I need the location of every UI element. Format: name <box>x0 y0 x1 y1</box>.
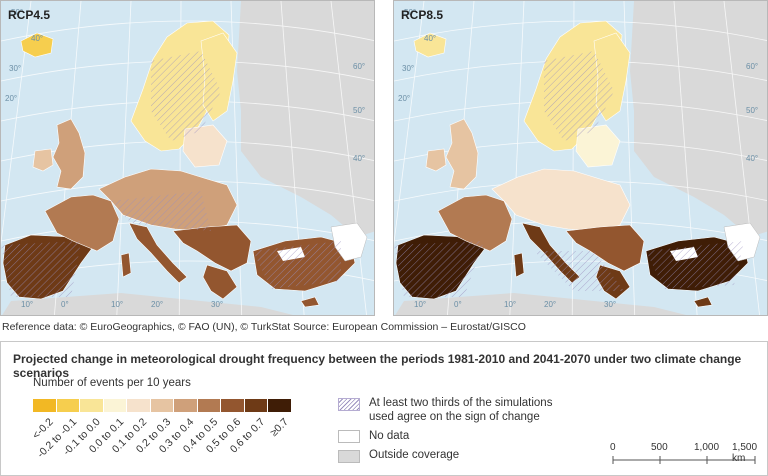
region-baltics <box>182 124 228 168</box>
graticule-label: 30° <box>402 64 414 73</box>
region-cyprus <box>693 296 713 308</box>
scale-tick-500: 500 <box>651 442 668 453</box>
agreement-hatch <box>646 241 744 289</box>
color-swatch <box>127 399 151 412</box>
region-france <box>44 194 120 252</box>
color-class-label: ≥0.7 <box>267 416 291 439</box>
region-france <box>437 194 513 252</box>
graticule-label: 50° <box>746 106 758 115</box>
graticule-label: 20° <box>5 94 17 103</box>
region-iceland <box>20 32 54 58</box>
agreement-hatch <box>394 241 484 297</box>
reference-text: Reference data: © EuroGeographics, © FAO… <box>2 321 526 333</box>
region-uk <box>445 118 479 190</box>
outside-coverage-swatch <box>338 450 360 463</box>
outside-coverage-east <box>630 1 767 237</box>
region-sardinia <box>513 252 525 278</box>
agreement-hatch <box>544 51 614 141</box>
graticule-label: 20° <box>151 300 163 309</box>
graticule-label: 20° <box>544 300 556 309</box>
europe-map: 50° 40° 30° 20° 10° 0° 10° 20° 30° 60° 50° 40° <box>394 1 767 315</box>
agreement-label-line2: used agree on the sign of change <box>369 411 540 423</box>
agreement-hatch <box>534 251 624 291</box>
graticule-label: 40° <box>353 154 365 163</box>
color-swatch <box>197 399 221 412</box>
no-data-label: No data <box>369 430 410 442</box>
graticule-label: 0° <box>61 300 69 309</box>
scenario-label: RCP4.5 <box>8 8 51 22</box>
region-iceland <box>413 32 447 58</box>
graticule-label: 20° <box>398 94 410 103</box>
graticule-label: 10° <box>504 300 516 309</box>
legend-title: Projected change in meteorological droug… <box>13 352 742 380</box>
outside-coverage-north <box>634 1 767 41</box>
region-uk <box>52 118 86 190</box>
outside-coverage-south <box>395 293 686 315</box>
outside-coverage-north <box>241 1 374 41</box>
region-greece <box>202 264 238 300</box>
graticule-label: 40° <box>424 34 436 43</box>
graticule-label: 60° <box>746 62 758 71</box>
map-panel-rcp45: 50° 40° 30° 20° 10° 0° 10° 20° 30° 60° 50° 40° RCP4… <box>0 0 375 316</box>
color-swatch <box>103 399 127 412</box>
outside-coverage-south <box>2 293 293 315</box>
europe-map: 50° 40° 30° 20° 10° 0° 10° 20° 30° 60° 50° 40° <box>1 1 374 315</box>
color-swatch <box>221 399 245 412</box>
region-balkans <box>172 224 252 272</box>
graticule-label: 30° <box>9 64 21 73</box>
graticule-label: 10° <box>111 300 123 309</box>
scale-tick-1500: 1,500 km <box>732 442 758 464</box>
graticule-label: 10° <box>21 300 33 309</box>
region-cyprus <box>300 296 320 308</box>
map-panel-rcp85: 50° 40° 30° 20° 10° 0° 10° 20° 30° 60° 50° 40° RCP8… <box>393 0 768 316</box>
color-swatch <box>80 399 104 412</box>
region-italy <box>128 222 188 284</box>
agreement-label-line1: At least two thirds of the simulations <box>369 397 553 409</box>
region-ireland <box>425 148 447 172</box>
legend-subtitle: Number of events per 10 years <box>33 377 191 389</box>
scale-tick-0: 0 <box>610 442 616 453</box>
no-data-swatch <box>338 430 360 443</box>
agreement-hatch <box>151 51 221 141</box>
agreement-hatch <box>111 191 211 231</box>
graticule-label: 50° <box>404 8 416 17</box>
color-swatch <box>268 399 292 412</box>
outside-coverage-east <box>237 1 374 237</box>
outside-coverage-label: Outside coverage <box>369 449 460 461</box>
graticule-label: 60° <box>353 62 365 71</box>
agreement-hatch <box>253 241 341 289</box>
graticule-label: 0° <box>454 300 462 309</box>
scenario-label: RCP8.5 <box>401 8 444 22</box>
color-swatch <box>174 399 198 412</box>
region-central-europe <box>491 168 631 232</box>
color-swatch <box>56 399 80 412</box>
color-swatch <box>244 399 268 412</box>
graticule-label: 30° <box>604 300 616 309</box>
region-ireland <box>32 148 54 172</box>
graticule-label: 40° <box>31 34 43 43</box>
region-sardinia <box>120 252 132 278</box>
region-balkans <box>565 224 645 272</box>
graticule-label: 40° <box>746 154 758 163</box>
graticule-label: 30° <box>211 300 223 309</box>
graticule-label: 50° <box>353 106 365 115</box>
legend: Projected change in meteorological droug… <box>0 341 768 476</box>
color-scale <box>33 399 292 412</box>
hatch-swatch <box>338 398 360 411</box>
color-swatch <box>150 399 174 412</box>
graticule-label: 50° <box>11 8 23 17</box>
region-baltics <box>575 124 621 168</box>
scale-tick-1000: 1,000 <box>694 442 720 453</box>
color-swatch <box>33 399 57 412</box>
agreement-hatch <box>1 241 81 297</box>
graticule-label: 10° <box>414 300 426 309</box>
scale-bar <box>612 456 756 464</box>
